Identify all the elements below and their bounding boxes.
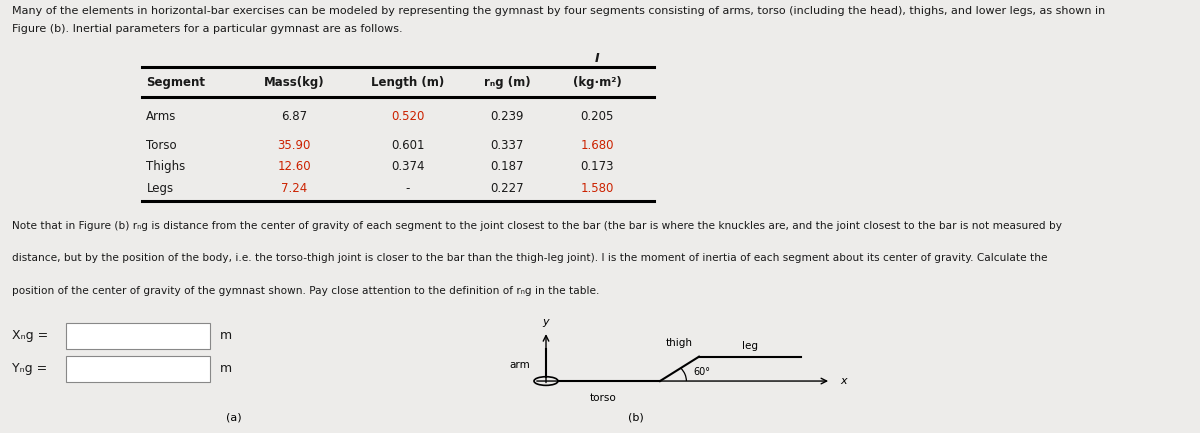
FancyBboxPatch shape bbox=[66, 356, 210, 382]
Text: Xₙg =: Xₙg = bbox=[12, 329, 48, 342]
Text: 0.239: 0.239 bbox=[491, 110, 523, 123]
Text: I: I bbox=[595, 52, 599, 65]
Text: Length (m): Length (m) bbox=[371, 76, 445, 89]
Text: position of the center of gravity of the gymnast shown. Pay close attention to t: position of the center of gravity of the… bbox=[12, 286, 599, 296]
Text: Torso: Torso bbox=[146, 139, 178, 152]
Text: Many of the elements in horizontal-bar exercises can be modeled by representing : Many of the elements in horizontal-bar e… bbox=[12, 6, 1105, 16]
Text: 12.60: 12.60 bbox=[277, 160, 311, 173]
Text: Mass(kg): Mass(kg) bbox=[264, 76, 324, 89]
Text: 1.580: 1.580 bbox=[581, 182, 613, 195]
Text: Segment: Segment bbox=[146, 76, 205, 89]
Text: (a): (a) bbox=[226, 412, 242, 422]
Text: 7.24: 7.24 bbox=[281, 182, 307, 195]
Text: 0.227: 0.227 bbox=[490, 182, 524, 195]
Text: 60°: 60° bbox=[694, 367, 710, 377]
Text: Thighs: Thighs bbox=[146, 160, 186, 173]
Text: 0.601: 0.601 bbox=[391, 139, 425, 152]
Text: m: m bbox=[220, 329, 232, 342]
Text: rₙg (m): rₙg (m) bbox=[484, 76, 530, 89]
Text: Figure (b). Inertial parameters for a particular gymnast are as follows.: Figure (b). Inertial parameters for a pa… bbox=[12, 24, 403, 34]
Text: distance, but by the position of the body, i.e. the torso-thigh joint is closer : distance, but by the position of the bod… bbox=[12, 253, 1048, 263]
Text: 35.90: 35.90 bbox=[277, 139, 311, 152]
Text: m: m bbox=[220, 362, 232, 375]
Text: Arms: Arms bbox=[146, 110, 176, 123]
Text: 0.187: 0.187 bbox=[491, 160, 523, 173]
Text: 0.173: 0.173 bbox=[581, 160, 613, 173]
Text: Yₙg =: Yₙg = bbox=[12, 362, 47, 375]
Text: -: - bbox=[406, 182, 410, 195]
Text: thigh: thigh bbox=[666, 338, 694, 348]
Text: 0.337: 0.337 bbox=[491, 139, 523, 152]
FancyBboxPatch shape bbox=[66, 323, 210, 349]
Text: 0.205: 0.205 bbox=[581, 110, 613, 123]
Text: (b): (b) bbox=[628, 412, 644, 422]
Text: x: x bbox=[840, 376, 847, 386]
Text: 0.520: 0.520 bbox=[391, 110, 425, 123]
Text: 6.87: 6.87 bbox=[281, 110, 307, 123]
Text: 0.374: 0.374 bbox=[391, 160, 425, 173]
Text: Note that in Figure (b) rₙg is distance from the center of gravity of each segme: Note that in Figure (b) rₙg is distance … bbox=[12, 221, 1062, 231]
Text: torso: torso bbox=[589, 393, 617, 403]
Text: y: y bbox=[542, 317, 550, 327]
Text: leg: leg bbox=[742, 342, 758, 352]
Text: Legs: Legs bbox=[146, 182, 174, 195]
Text: arm: arm bbox=[509, 360, 530, 370]
Text: 1.680: 1.680 bbox=[581, 139, 613, 152]
Text: (kg·m²): (kg·m²) bbox=[572, 76, 622, 89]
